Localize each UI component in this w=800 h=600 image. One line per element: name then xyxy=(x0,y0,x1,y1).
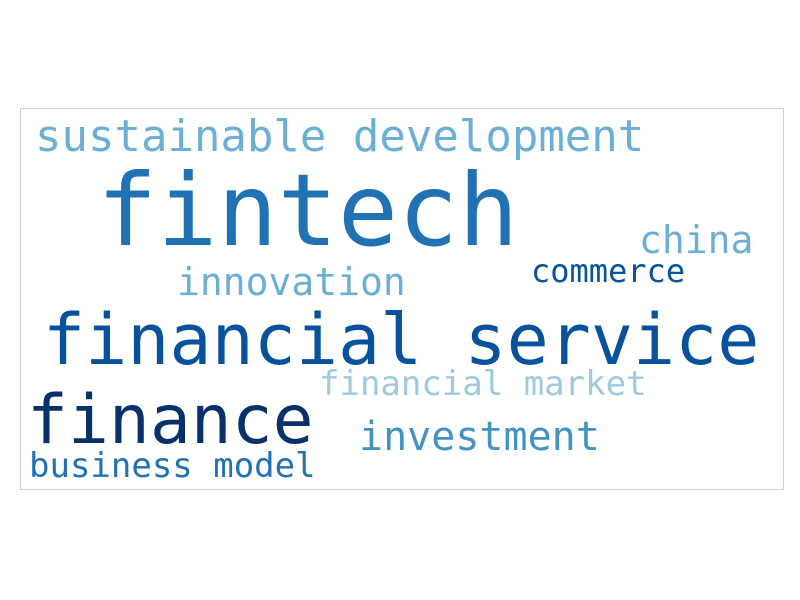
word-china: china xyxy=(639,218,754,262)
word-fintech: fintech xyxy=(97,152,519,269)
word-investment: investment xyxy=(359,414,600,460)
word-financial-market: financial market xyxy=(319,364,647,404)
word-commerce: commerce xyxy=(531,252,686,290)
word-financial-service: financial service xyxy=(43,299,760,381)
word-sustainable-development: sustainable development xyxy=(35,111,645,162)
word-business-model: business model xyxy=(29,446,316,486)
word-cloud: sustainable development fintech china co… xyxy=(20,108,784,490)
word-innovation: innovation xyxy=(177,260,406,304)
word-finance: finance xyxy=(27,381,314,460)
